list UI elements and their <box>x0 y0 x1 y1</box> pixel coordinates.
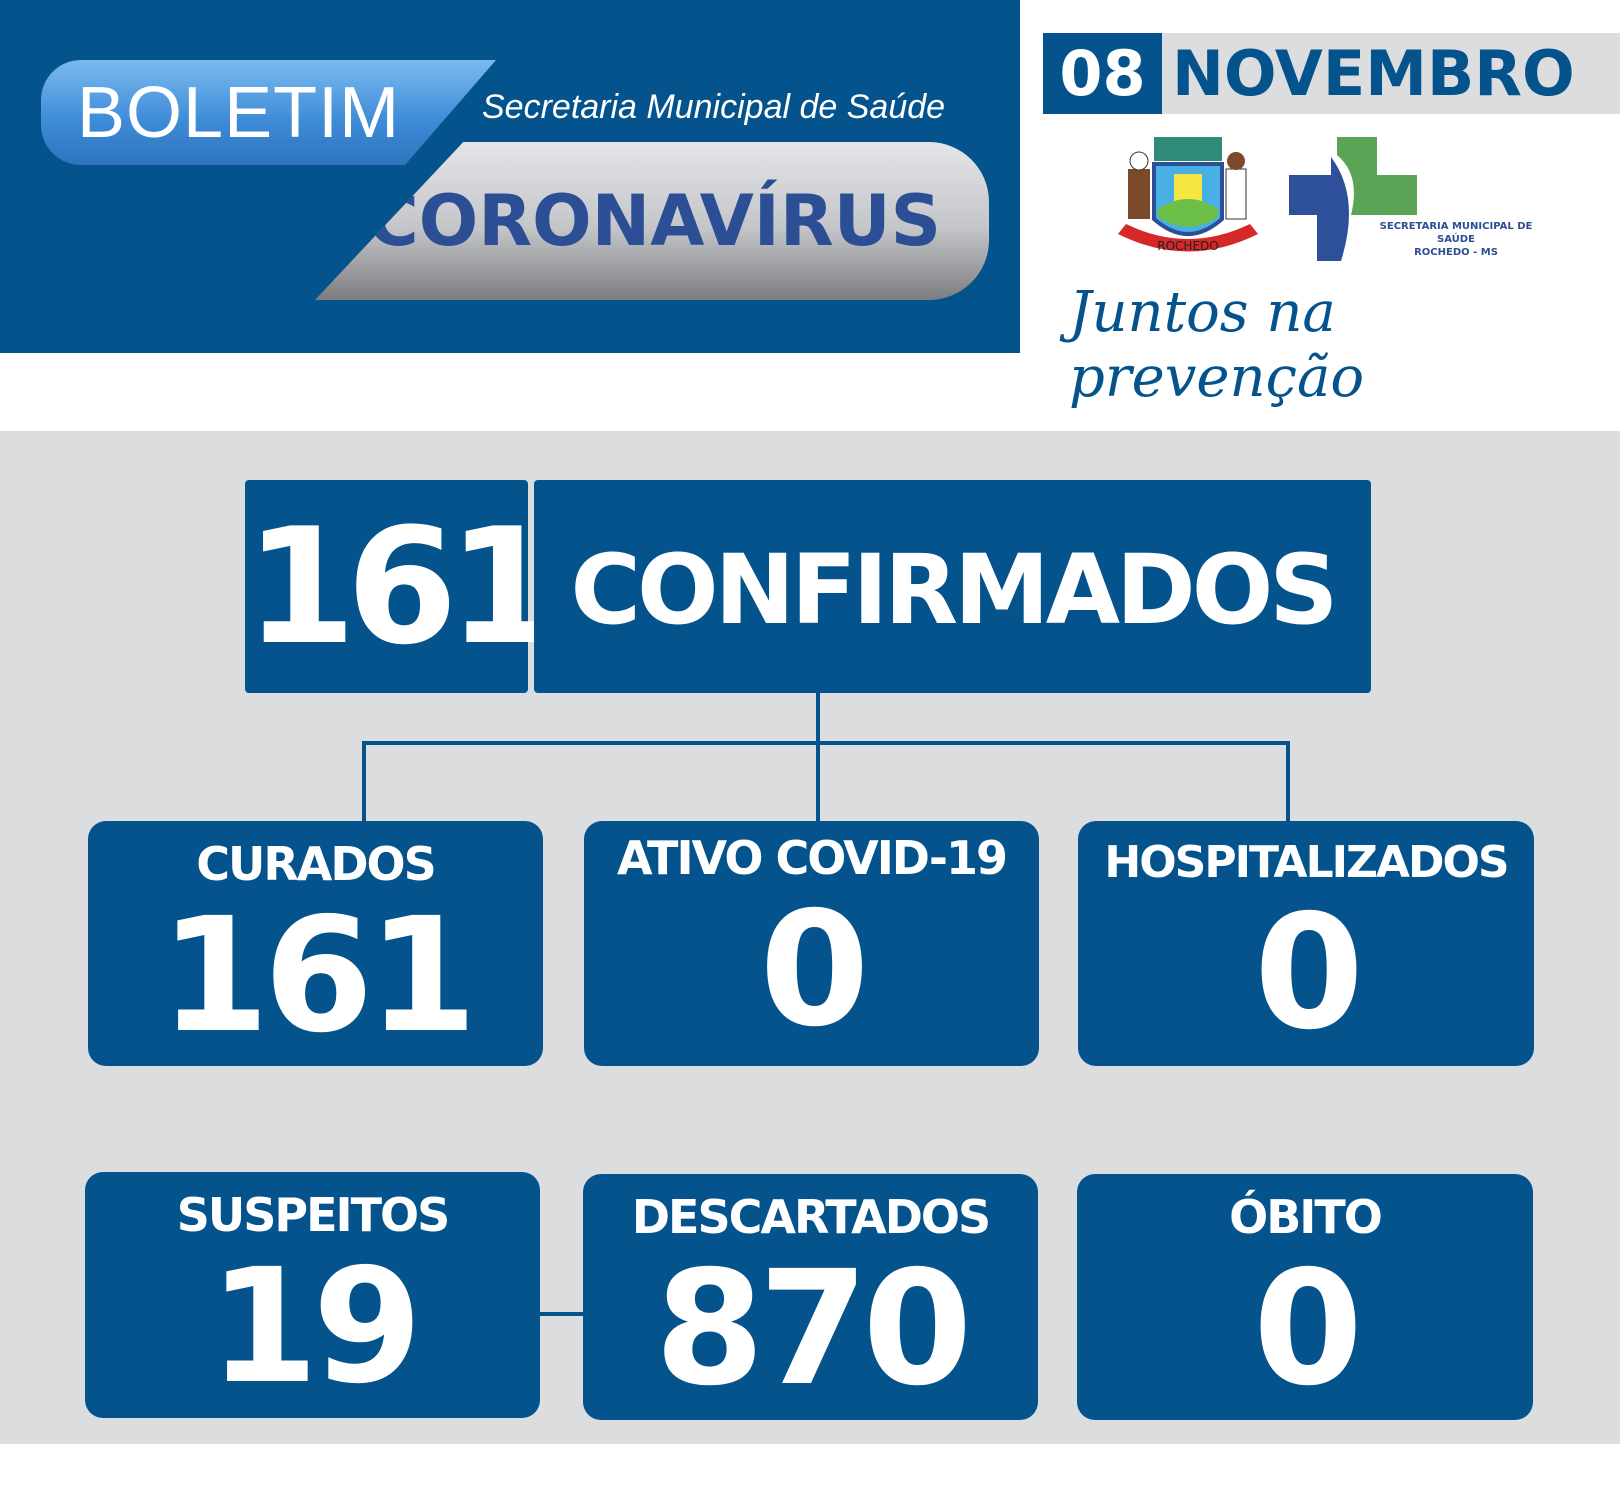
connector <box>362 741 366 821</box>
stat-label: HOSPITALIZADOS <box>1104 837 1509 888</box>
stat-card-curados: CURADOS 161 <box>88 821 543 1066</box>
coat-of-arms-text: ROCHEDO <box>1157 239 1218 253</box>
stat-card-ativo: ATIVO COVID-19 0 <box>584 821 1039 1066</box>
connector <box>362 741 1290 745</box>
boletim-label: BOLETIM <box>41 60 496 165</box>
connector <box>816 693 820 821</box>
health-cross-logo <box>1289 137 1417 261</box>
stat-value: 0 <box>759 878 870 1062</box>
confirmed-count: 161 <box>245 480 559 693</box>
stat-label: CURADOS <box>196 837 437 891</box>
health-logo-text: SECRETARIA MUNICIPAL DE SAÚDE ROCHEDO - M… <box>1376 220 1536 259</box>
stat-value: 161 <box>159 884 478 1068</box>
coronavirus-title: CORONAVÍRUS <box>315 142 989 300</box>
health-logo-line1: SECRETARIA MUNICIPAL DE SAÚDE <box>1379 221 1533 245</box>
stat-value: 870 <box>654 1237 973 1421</box>
connector <box>540 1312 583 1316</box>
stat-card-descartados: DESCARTADOS 870 <box>583 1174 1038 1420</box>
stat-label: DESCARTADOS <box>631 1190 991 1244</box>
stat-label: SUSPEITOS <box>176 1188 450 1242</box>
date-day: 08 <box>1043 33 1162 114</box>
slogan: Juntos na prevenção <box>1069 280 1365 410</box>
stat-label: ATIVO COVID-19 <box>617 831 1008 885</box>
stat-value: 0 <box>1254 881 1364 1065</box>
health-logo-line2: ROCHEDO - MS <box>1414 247 1498 258</box>
stat-value: 0 <box>1253 1237 1363 1421</box>
secretaria-text: Secretaria Municipal de Saúde <box>482 88 946 126</box>
connector <box>1286 741 1290 821</box>
coat-of-arms-logo: ROCHEDO <box>1118 137 1258 253</box>
confirmed-label: CONFIRMADOS <box>534 480 1371 693</box>
stat-card-hospitalizados: HOSPITALIZADOS 0 <box>1078 821 1534 1066</box>
stat-value: 19 <box>208 1235 423 1419</box>
stat-label: ÓBITO <box>1229 1190 1383 1244</box>
stat-card-obito: ÓBITO 0 <box>1077 1174 1533 1420</box>
date-month: NOVEMBRO <box>1172 37 1575 110</box>
stat-card-suspeitos: SUSPEITOS 19 <box>85 1172 540 1418</box>
